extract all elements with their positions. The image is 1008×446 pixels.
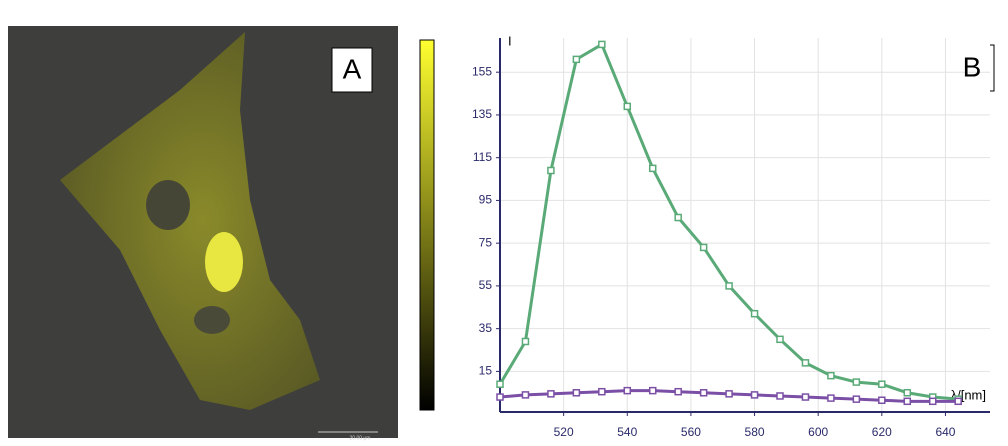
data-point [674, 213, 682, 222]
x-tick-label: 640 [935, 425, 955, 439]
data-point [776, 392, 784, 400]
spectrum-chart: 15 35 55 75 95 115 135 155 520 540 560 580 600 620 640… [472, 33, 995, 439]
data-point [521, 337, 530, 346]
data-point [852, 395, 861, 403]
data-point [547, 166, 555, 175]
panel-label-box [331, 47, 373, 93]
data-point [674, 387, 682, 396]
data-point [699, 243, 708, 252]
data-point [750, 391, 759, 399]
dark-region [146, 180, 190, 230]
data-point [623, 386, 632, 395]
data-point [648, 386, 657, 395]
data-point [827, 371, 835, 380]
data-point [547, 390, 555, 398]
plot-area [500, 38, 990, 412]
y-tick-label: 115 [473, 150, 492, 164]
x-tick-label: 580 [745, 425, 765, 439]
data-point [878, 396, 886, 404]
cell [60, 32, 320, 410]
data-point [903, 397, 912, 406]
data-point [496, 380, 504, 388]
nucleus [205, 232, 243, 292]
dark-region [194, 306, 230, 334]
x-tick-label: 540 [617, 425, 637, 439]
data-point [903, 389, 912, 397]
y-tick-label: 35 [479, 321, 493, 335]
data-point [852, 378, 861, 386]
x-tick-label: 520 [554, 425, 574, 439]
y-tick-label: 15 [479, 364, 493, 378]
data-point [572, 389, 581, 397]
panel-label: A [343, 53, 362, 84]
panel-label: B [963, 51, 982, 82]
micrograph: A 20.00 µm [8, 26, 435, 441]
data-point [928, 397, 937, 406]
colorbar [419, 39, 435, 411]
data-point [725, 282, 733, 290]
data-point [750, 309, 759, 318]
x-tick-label: 600 [808, 425, 828, 439]
y-tick-label: 135 [472, 107, 492, 121]
scale-bar-label: 20.00 µm [350, 435, 371, 441]
data-point [801, 359, 810, 367]
data-point [598, 387, 606, 396]
data-point [572, 55, 581, 64]
x-tick-label: 620 [872, 425, 892, 439]
data-point [521, 391, 530, 399]
data-point [954, 397, 962, 406]
y-axis-label: I [508, 33, 512, 48]
data-point [623, 102, 632, 111]
x-tick-label: 560 [681, 425, 701, 439]
data-point [878, 380, 886, 388]
data-point [699, 389, 708, 397]
data-point [776, 335, 784, 344]
y-tick-label: 155 [472, 64, 492, 78]
data-point [725, 390, 733, 398]
y-tick-label: 95 [479, 193, 493, 207]
data-point [598, 40, 606, 49]
y-tick-label: 55 [479, 278, 493, 292]
data-point [827, 394, 835, 402]
y-tick-label: 75 [479, 235, 493, 249]
data-point [801, 393, 810, 401]
data-point [648, 164, 657, 173]
data-point [496, 393, 504, 401]
